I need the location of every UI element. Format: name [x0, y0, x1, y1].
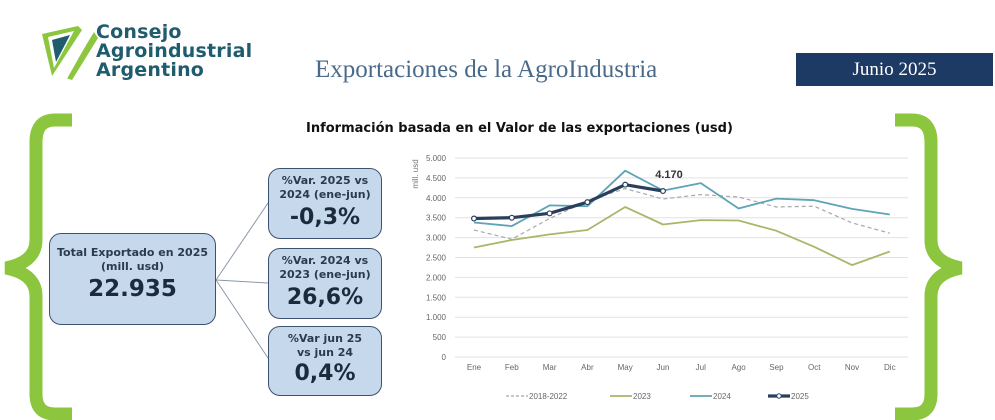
- y-tick-label: 3.500: [426, 214, 447, 223]
- card-label-line2: vs jun 24: [269, 346, 381, 360]
- total-label-line1: Total Exportado en 2025: [50, 246, 215, 260]
- var-card-2025-vs-2024: %Var. 2025 vs 2024 (ene-jun) -0,3%: [268, 168, 382, 239]
- y-axis-ticks: 0 500 1.000 1.500 2.000 2.500 3.000 3.500 4.000 4…: [426, 154, 447, 362]
- y-tick-label: 500: [433, 333, 447, 342]
- card-label-line2: 2023 (ene-jun): [269, 268, 381, 282]
- card-label-line1: %Var. 2024 vs: [269, 254, 381, 268]
- data-label: 4.170: [655, 169, 683, 181]
- card-value: 26,6%: [269, 285, 381, 311]
- x-tick-label: Nov: [845, 363, 859, 372]
- data-point-2025: [623, 182, 628, 187]
- total-exported-card: Total Exportado en 2025 (mill. usd) 22.9…: [49, 233, 216, 325]
- x-tick-label: Dic: [884, 363, 896, 372]
- card-value: 0,4%: [269, 361, 381, 387]
- total-value: 22.935: [50, 274, 215, 304]
- chart-annotations: 4.170: [655, 169, 683, 181]
- legend-label: 2025: [791, 392, 809, 401]
- y-tick-label: 0: [442, 353, 447, 362]
- chart-subtitle: Información basada en el Valor de las ex…: [306, 121, 733, 136]
- data-point-2025: [547, 211, 552, 216]
- logo-text: Consejo Agroindustrial Argentino: [96, 23, 252, 80]
- x-tick-label: Feb: [505, 363, 519, 372]
- legend-item-2018-2022: 2018-2022: [506, 392, 568, 401]
- var-card-2024-vs-2023: %Var. 2024 vs 2023 (ene-jun) 26,6%: [268, 248, 382, 319]
- card-label-line1: %Var jun 25: [269, 332, 381, 346]
- exports-line-chart: 0 500 1.000 1.500 2.000 2.500 3.000 3.500 4.000 4…: [400, 145, 915, 410]
- y-tick-label: 4.000: [426, 194, 447, 203]
- x-tick-label: Jun: [657, 363, 670, 372]
- card-value: -0,3%: [269, 205, 381, 231]
- data-point-2025: [585, 200, 590, 205]
- x-tick-label: Mar: [543, 363, 557, 372]
- legend-item-2025: 2025: [768, 392, 809, 401]
- legend-label: 2018-2022: [529, 392, 568, 401]
- data-point-2025: [509, 215, 514, 220]
- x-tick-label: May: [618, 363, 633, 372]
- logo-line-3: Argentino: [96, 61, 252, 80]
- x-tick-label: Abr: [581, 363, 594, 372]
- connector-line: [216, 280, 268, 283]
- connector-line: [216, 203, 268, 280]
- total-label-line2: (mill. usd): [50, 260, 215, 274]
- data-point-2025: [472, 216, 477, 221]
- page-title: Exportaciones de la AgroIndustria: [315, 56, 657, 84]
- y-tick-label: 2.000: [426, 273, 447, 282]
- date-badge: Junio 2025: [796, 53, 993, 86]
- x-axis-ticks: Ene Feb Mar Abr May Jun Jul Ago Sep Oct Nov Dic: [467, 363, 896, 372]
- var-card-jun25-vs-jun24: %Var jun 25 vs jun 24 0,4%: [268, 326, 382, 396]
- x-tick-label: Ago: [731, 363, 746, 372]
- legend-item-2023: 2023: [610, 392, 651, 401]
- chart-gridlines: [455, 158, 908, 357]
- series-line-2025: [474, 185, 663, 219]
- y-tick-label: 1.500: [426, 293, 447, 302]
- x-tick-label: Ene: [467, 363, 482, 372]
- x-tick-label: Oct: [808, 363, 821, 372]
- connector-line: [216, 280, 268, 358]
- legend-marker: [777, 394, 781, 398]
- x-tick-label: Sep: [769, 363, 784, 372]
- y-tick-label: 3.000: [426, 234, 447, 243]
- card-label-line1: %Var. 2025 vs: [269, 174, 381, 188]
- y-tick-label: 2.500: [426, 254, 447, 263]
- legend-label: 2023: [633, 392, 651, 401]
- chart-legend: 2018-2022 2023 2024 2025: [506, 392, 809, 401]
- y-tick-label: 1.000: [426, 313, 447, 322]
- data-point-2025: [661, 189, 666, 194]
- card-label-line2: 2024 (ene-jun): [269, 188, 381, 202]
- y-tick-label: 4.500: [426, 174, 447, 183]
- x-tick-label: Jul: [696, 363, 706, 372]
- y-tick-label: 5.000: [426, 154, 447, 163]
- legend-label: 2024: [713, 392, 731, 401]
- legend-item-2024: 2024: [690, 392, 731, 401]
- y-axis-label: mill. usd: [411, 159, 420, 188]
